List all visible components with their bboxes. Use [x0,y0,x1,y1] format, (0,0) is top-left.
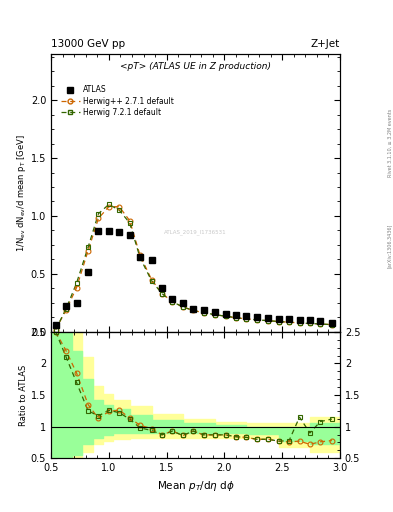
X-axis label: Mean $p_T$/d$\eta$ d$\phi$: Mean $p_T$/d$\eta$ d$\phi$ [156,479,235,493]
Text: <pT> (ATLAS UE in Z production): <pT> (ATLAS UE in Z production) [120,62,271,71]
Text: [arXiv:1306.3436]: [arXiv:1306.3436] [387,224,392,268]
Y-axis label: Ratio to ATLAS: Ratio to ATLAS [19,365,28,425]
Text: Rivet 3.1.10, ≥ 3.2M events: Rivet 3.1.10, ≥ 3.2M events [387,109,392,178]
Text: Z+Jet: Z+Jet [311,38,340,49]
Text: 13000 GeV pp: 13000 GeV pp [51,38,125,49]
Y-axis label: 1/N$_{\mathrm{ev}}$ dN$_{\mathrm{ev}}$/d mean p$_{\mathrm{T}}$ [GeV]: 1/N$_{\mathrm{ev}}$ dN$_{\mathrm{ev}}$/d… [15,134,28,252]
Text: ATLAS_2019_I1736531: ATLAS_2019_I1736531 [164,229,227,234]
Legend: ATLAS, Herwig++ 2.7.1 default, Herwig 7.2.1 default: ATLAS, Herwig++ 2.7.1 default, Herwig 7.… [61,86,174,117]
